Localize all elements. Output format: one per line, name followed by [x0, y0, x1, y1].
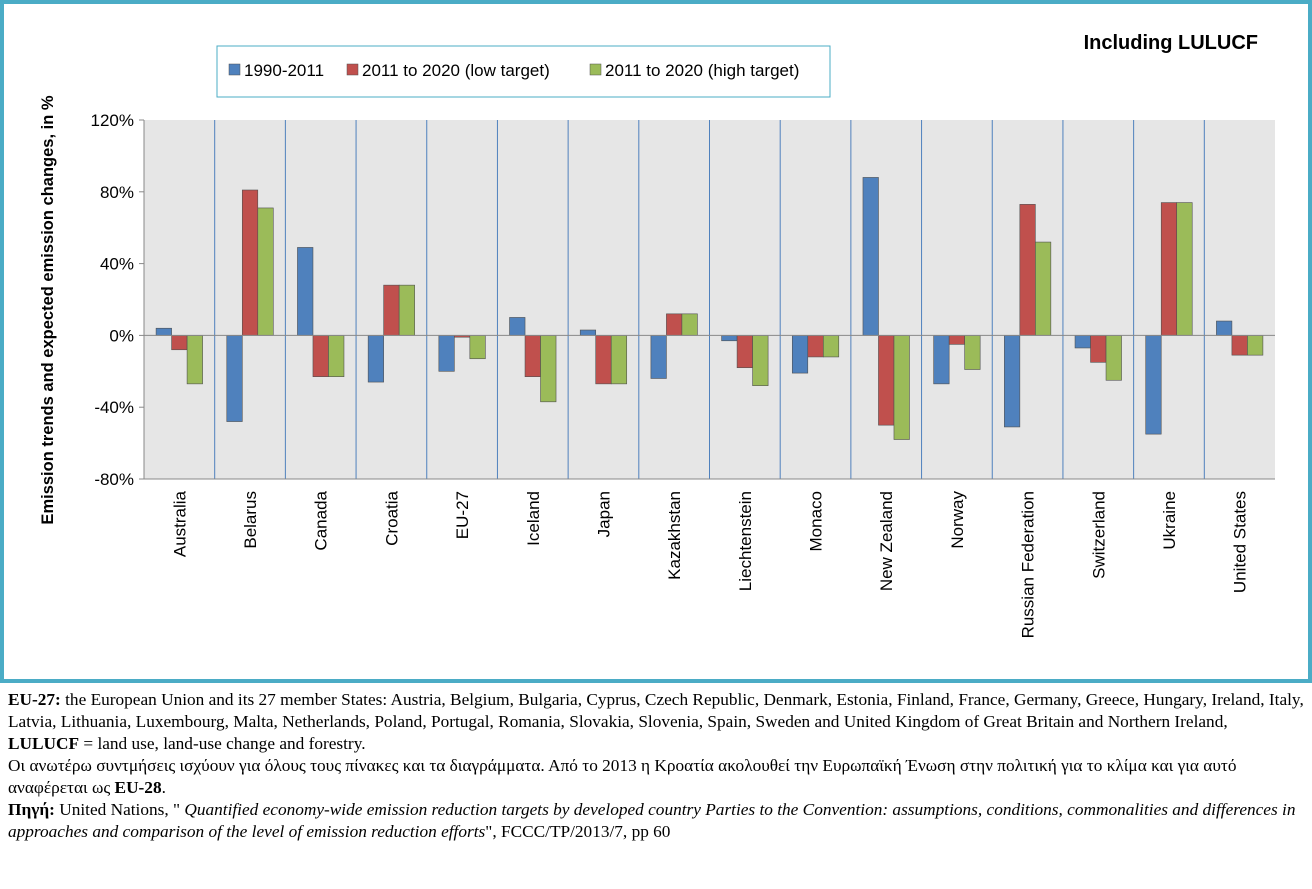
- bar: [1176, 202, 1193, 336]
- bar: [328, 335, 345, 377]
- bar: [1160, 202, 1178, 336]
- bar: [398, 284, 415, 336]
- bar: [367, 335, 384, 383]
- legend-swatch: [589, 63, 602, 76]
- note-source-prefix: United Nations, ": [54, 800, 185, 819]
- bar: [948, 335, 965, 345]
- x-tick-label: Australia: [170, 490, 189, 557]
- bar: [736, 335, 753, 369]
- note-eu27: EU-27: the European Union and its 27 mem…: [8, 689, 1308, 733]
- bar: [1035, 241, 1052, 336]
- x-tick-label: Switzerland: [1089, 491, 1108, 579]
- bar: [893, 335, 910, 440]
- note-eu27-label: EU-27:: [8, 690, 61, 709]
- x-tick-label: Belarus: [241, 491, 260, 549]
- bar: [383, 284, 400, 336]
- x-tick-label: EU-27: [453, 491, 472, 539]
- bar-chart: -80% -40% 0% 40% 80% 120% Australia Belarus Cana…: [39, 32, 1275, 638]
- x-tick-label: United States: [1231, 491, 1250, 593]
- bar: [579, 329, 597, 336]
- bar: [1019, 204, 1036, 336]
- bar: [1105, 335, 1122, 381]
- note-eu28-label: EU-28: [114, 778, 162, 797]
- y-tick-label: -40%: [94, 398, 134, 417]
- y-axis-title: Emission trends and expected emission ch…: [39, 95, 57, 524]
- bar: [509, 317, 526, 336]
- bar: [312, 335, 329, 377]
- chart-title: Including LULUCF: [1084, 32, 1258, 54]
- x-tick-label: Croatia: [382, 490, 401, 545]
- footnotes: EU-27: the European Union and its 27 mem…: [8, 689, 1308, 843]
- note-eu27-text: the European Union and its 27 member Sta…: [8, 690, 1304, 731]
- x-tick-label: Russian Federation: [1019, 491, 1038, 638]
- bar: [1145, 335, 1162, 435]
- bar: [666, 313, 683, 336]
- x-tick-label: Ukraine: [1160, 491, 1179, 550]
- bar: [1090, 335, 1107, 363]
- y-tick-label: 0%: [109, 326, 134, 345]
- y-tick-label: -80%: [94, 470, 134, 489]
- bar: [297, 247, 314, 336]
- legend-label: 1990-2011: [244, 61, 324, 80]
- note-lulucf-text: = land use, land-use change and forestry…: [79, 734, 366, 753]
- legend-label: 2011 to 2020 (low target): [362, 61, 550, 80]
- note-greek-end: .: [161, 778, 166, 797]
- bar: [186, 335, 203, 385]
- y-tick-label: 80%: [100, 183, 134, 202]
- bar: [1231, 335, 1248, 356]
- legend-box: [216, 45, 831, 98]
- legend-label: 2011 to 2020 (high target): [605, 61, 799, 80]
- bar: [862, 177, 879, 336]
- legend-swatch: [346, 63, 359, 76]
- note-greek: Οι ανωτέρω συντμήσεις ισχύουν για όλους …: [8, 755, 1308, 799]
- note-source-suffix: ", FCCC/TP/2013/7, pp 60: [485, 822, 671, 841]
- bar: [1004, 335, 1021, 428]
- note-source-title: Quantified economy-wide emission reducti…: [8, 800, 1296, 841]
- bar: [807, 335, 824, 358]
- bar: [257, 207, 274, 336]
- note-source: Πηγή: United Nations, " Quantified econo…: [8, 799, 1308, 843]
- y-tick-label: 120%: [91, 111, 134, 130]
- y-tick-label: 40%: [100, 255, 134, 274]
- note-source-label: Πηγή:: [8, 800, 55, 819]
- bar: [171, 335, 188, 351]
- note-greek-text: Οι ανωτέρω συντμήσεις ισχύουν για όλους …: [8, 756, 1237, 797]
- bar: [681, 313, 698, 336]
- x-tick-label: Japan: [594, 491, 613, 537]
- bar: [933, 335, 950, 385]
- bar: [1216, 320, 1233, 336]
- bar: [226, 335, 243, 422]
- bar: [524, 335, 541, 377]
- x-tick-label: Liechtenstein: [736, 491, 755, 591]
- bar: [752, 335, 769, 386]
- note-lulucf-label: LULUCF: [8, 734, 80, 753]
- bar: [1074, 335, 1091, 349]
- x-tick-label: New Zealand: [877, 491, 896, 591]
- x-tick-label: Kazakhstan: [665, 491, 684, 580]
- bar: [791, 335, 809, 374]
- x-tick-label: Canada: [312, 490, 331, 550]
- bar: [650, 335, 667, 379]
- bar: [1247, 335, 1264, 356]
- bar: [469, 335, 486, 360]
- x-tick-label: Monaco: [807, 491, 826, 551]
- bar: [964, 335, 981, 370]
- bar: [721, 335, 738, 342]
- bar: [540, 335, 557, 403]
- bar: [438, 335, 455, 372]
- bar: [878, 335, 895, 426]
- bar: [241, 189, 259, 336]
- x-tick-label: Iceland: [524, 491, 543, 546]
- bar: [822, 335, 840, 358]
- bar: [155, 327, 172, 336]
- bar: [610, 335, 628, 385]
- note-lulucf: LULUCF = land use, land-use change and f…: [8, 733, 1308, 755]
- x-tick-label: Norway: [948, 491, 967, 549]
- legend-swatch: [228, 63, 241, 76]
- bar: [595, 335, 612, 385]
